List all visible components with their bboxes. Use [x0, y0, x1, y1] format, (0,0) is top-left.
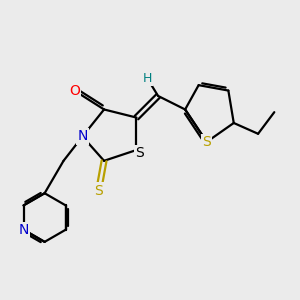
- Text: H: H: [142, 72, 152, 85]
- Text: S: S: [94, 184, 103, 197]
- Text: S: S: [135, 146, 144, 160]
- Text: N: N: [77, 130, 88, 143]
- Text: N: N: [18, 223, 29, 237]
- Text: O: O: [69, 84, 80, 98]
- Text: S: S: [202, 135, 211, 149]
